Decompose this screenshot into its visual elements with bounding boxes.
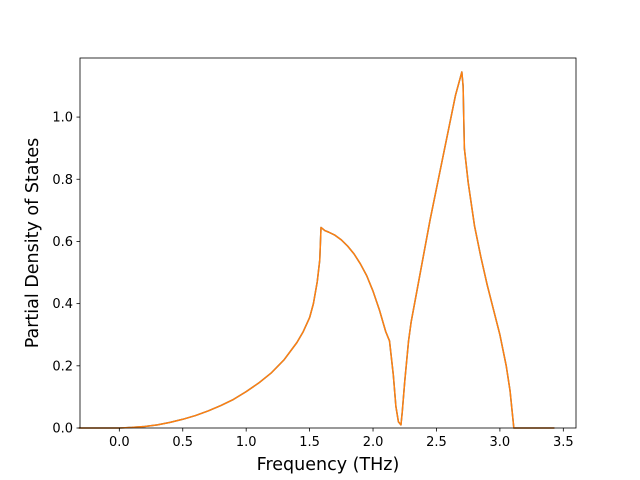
x-tick-label: 3.0 — [490, 435, 511, 450]
series-layer — [78, 71, 555, 429]
x-axis-ticks: 0.0 0.5 1.0 1.5 2.0 2.5 3.0 3.5 — [109, 428, 574, 450]
x-tick-label: 3.5 — [553, 435, 574, 450]
x-tick-label: 2.0 — [363, 435, 384, 450]
y-axis-ticks: 0.0 0.2 0.4 0.6 0.8 1.0 — [52, 111, 80, 437]
y-tick-label: 1.0 — [52, 111, 73, 126]
y-axis-label: Partial Density of States — [23, 138, 43, 349]
plot-area — [80, 58, 576, 428]
x-axis-label: Frequency (THz) — [257, 455, 400, 475]
y-tick-label: 0.6 — [52, 235, 73, 250]
x-tick-label: 2.5 — [426, 435, 447, 450]
series-line-2 — [78, 71, 555, 429]
y-tick-label: 0.0 — [52, 422, 73, 437]
plot-frame — [79, 57, 577, 429]
y-tick-label: 0.4 — [52, 297, 73, 312]
x-tick-label: 1.0 — [236, 435, 257, 450]
y-tick-label: 0.2 — [52, 359, 73, 374]
x-tick-label: 0.5 — [172, 435, 193, 450]
x-tick-label: 1.5 — [299, 435, 320, 450]
y-tick-label: 0.8 — [52, 173, 73, 188]
x-tick-label: 0.0 — [109, 435, 130, 450]
